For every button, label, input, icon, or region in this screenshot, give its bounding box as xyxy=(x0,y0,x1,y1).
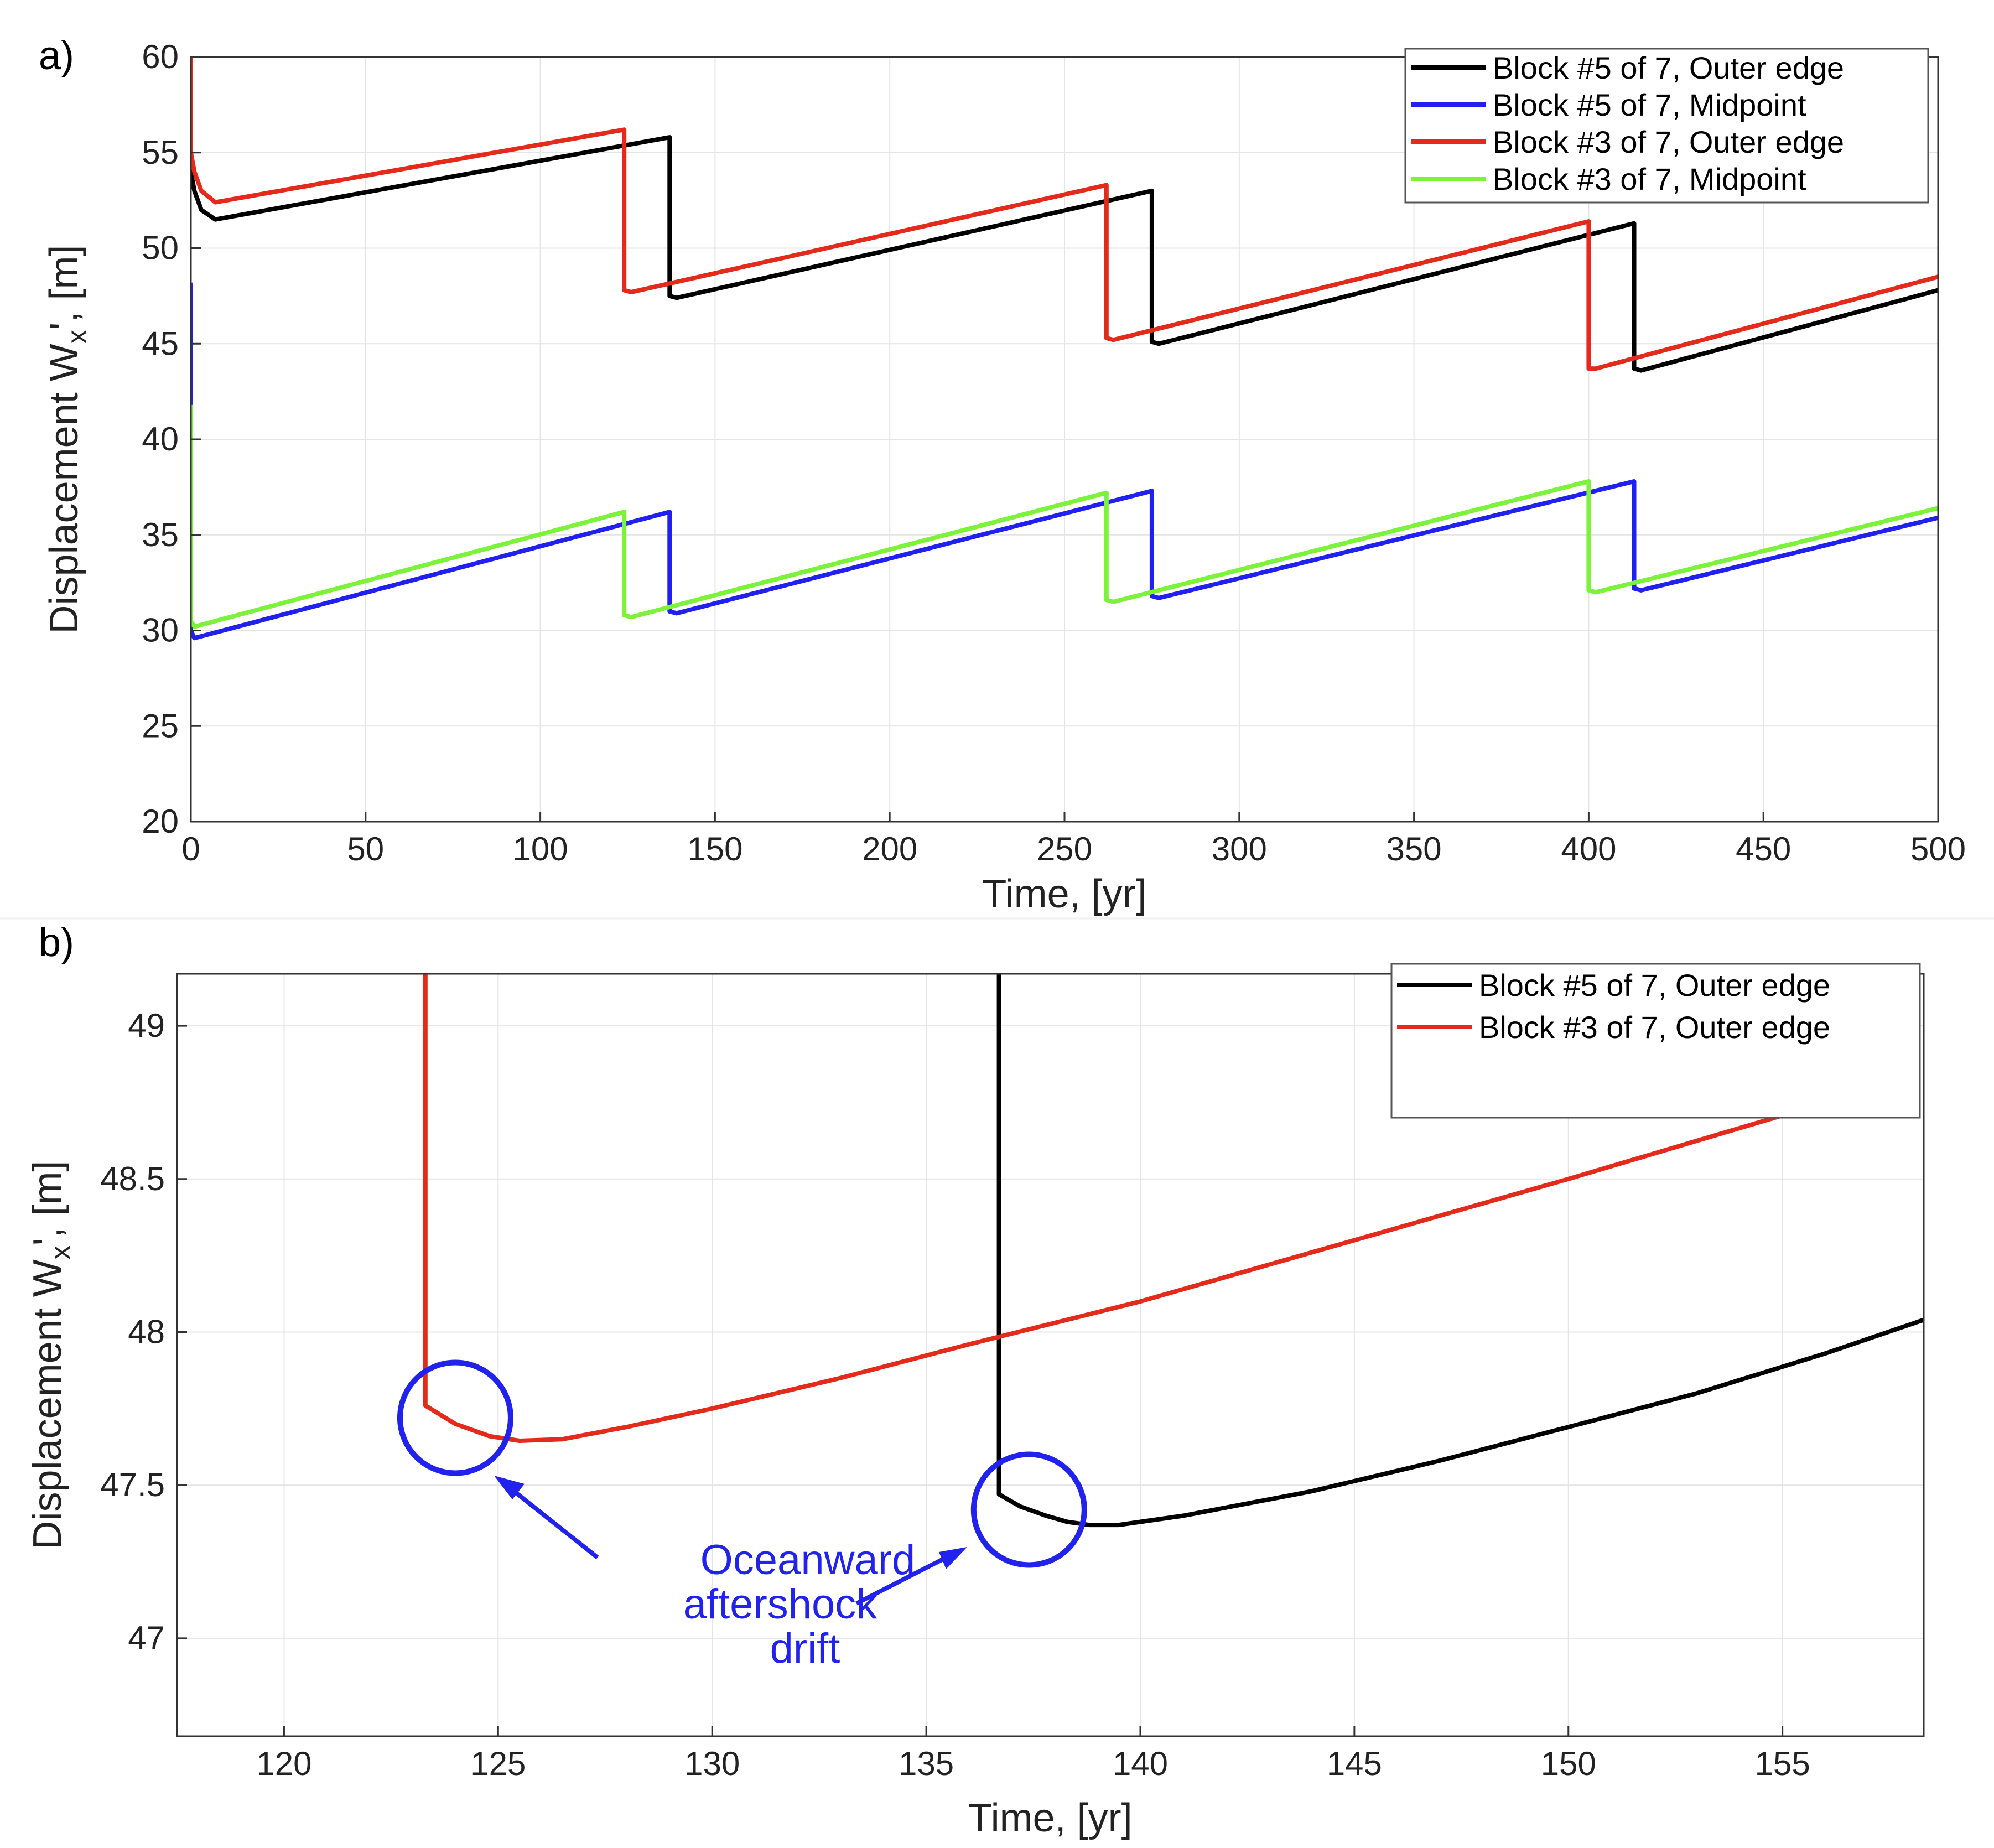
a-series-line-3 xyxy=(191,57,1938,371)
panel-a-y-axis-label: Displacement Wx', [m] xyxy=(42,245,92,634)
a-y-tick-label: 55 xyxy=(142,134,179,171)
panel-b-y-ticks: 47 47.5 48 48.5 49 xyxy=(100,1007,187,1657)
panel-a-legend-box xyxy=(1404,48,1929,204)
b-series-line-2 xyxy=(423,974,1796,1443)
a-x-tick-label: 250 xyxy=(1037,830,1092,868)
a-legend-label: Block #3 of 7, Midpoint xyxy=(1493,162,1806,196)
a-series-line-1 xyxy=(191,135,1938,373)
a-y-tick-label: 25 xyxy=(142,707,179,744)
panel-a-series xyxy=(191,57,1938,641)
b-x-tick-label: 140 xyxy=(1113,1745,1168,1782)
annotation-arrowhead-right xyxy=(939,1547,967,1569)
a-series-line-2 xyxy=(191,282,1938,641)
b-series-line-1 xyxy=(996,974,1924,1528)
a-y-tick-label: 45 xyxy=(142,325,179,362)
panel-b-legend-box xyxy=(1390,963,1921,1119)
a-x-tick-label: 450 xyxy=(1736,830,1791,868)
annotation-arrow-right xyxy=(855,1553,953,1606)
a-series-line-4 xyxy=(191,404,1938,629)
annotation-circle-1 xyxy=(397,1359,513,1476)
a-x-tick-label: 50 xyxy=(347,830,384,868)
a-x-tick-label: 150 xyxy=(687,830,742,868)
annotation-line-3: drift xyxy=(770,1625,840,1672)
panel-b-label: b) xyxy=(39,921,74,965)
panel-b-x-ticks: 120 125 130 135 140 145 150 155 xyxy=(256,1726,1810,1782)
b-x-tick-label: 135 xyxy=(899,1745,954,1782)
b-y-tick-label: 47.5 xyxy=(100,1466,165,1503)
annotation-arrow-left xyxy=(507,1485,599,1560)
panel-b-annotation: Oceanward aftershock drift xyxy=(397,1359,1087,1672)
a-y-tick-label: 35 xyxy=(142,516,179,553)
a-x-tick-label: 200 xyxy=(862,830,917,868)
a-y-tick-label: 60 xyxy=(142,38,179,75)
b-x-tick-label: 145 xyxy=(1327,1745,1382,1782)
annotation-line-2: aftershock xyxy=(683,1581,878,1628)
b-y-tick-label: 48 xyxy=(128,1313,165,1350)
b-x-tick-label: 150 xyxy=(1541,1745,1596,1782)
panel-b-series xyxy=(423,974,1924,1528)
b-x-tick-label: 120 xyxy=(256,1745,311,1782)
panel-a-y-ticks: 20 25 30 35 40 45 50 55 60 xyxy=(142,38,201,840)
panel-a-x-ticks: 0 50 100 150 200 250 300 350 400 450 500 xyxy=(181,812,1966,868)
a-x-tick-label: 400 xyxy=(1561,830,1616,868)
b-x-tick-label: 125 xyxy=(470,1745,526,1782)
a-x-tick-label: 350 xyxy=(1387,830,1442,868)
b-x-tick-label: 155 xyxy=(1755,1745,1810,1782)
b-y-tick-label: 47 xyxy=(128,1619,165,1657)
annotation-arrowhead-left xyxy=(494,1476,525,1499)
a-x-tick-label: 500 xyxy=(1910,830,1966,868)
b-y-tick-label: 49 xyxy=(128,1007,165,1044)
b-y-tick-label: 48.5 xyxy=(100,1160,165,1197)
b-legend-label: Block #5 of 7, Outer edge xyxy=(1479,968,1830,1003)
a-legend-label: Block #5 of 7, Outer edge xyxy=(1493,50,1844,85)
a-y-tick-label: 50 xyxy=(142,230,179,267)
a-legend-label: Block #3 of 7, Outer edge xyxy=(1493,124,1844,159)
b-x-tick-label: 130 xyxy=(684,1745,740,1782)
a-y-tick-label: 20 xyxy=(142,803,179,840)
panel-b: b) 120 125 130 135 140 145 150 155 47 47.5 48 48.5… xyxy=(25,921,1925,1840)
b-legend-label: Block #3 of 7, Outer edge xyxy=(1479,1010,1830,1045)
panel-b-x-axis-label: Time, [yr] xyxy=(968,1796,1132,1840)
a-x-tick-label: 300 xyxy=(1212,830,1267,868)
panel-b-y-axis-label: Displacement Wx', [m] xyxy=(25,1161,76,1550)
a-y-tick-label: 30 xyxy=(142,612,179,649)
a-legend-label: Block #5 of 7, Midpoint xyxy=(1493,87,1806,122)
annotation-line-1: Oceanward xyxy=(700,1536,916,1584)
panel-b-axes-frame xyxy=(176,973,1925,1737)
a-x-tick-label: 100 xyxy=(513,830,568,868)
panel-a: a) 0 50 100 150 200 250 300 350 400 450 500 20 25 30… xyxy=(39,34,1966,916)
panel-a-x-axis-label: Time, [yr] xyxy=(982,872,1146,916)
a-y-tick-label: 40 xyxy=(142,421,179,458)
panel-a-label: a) xyxy=(39,34,74,78)
panel-b-legend: Block #5 of 7, Outer edge Block #3 of 7, … xyxy=(1390,963,1921,1119)
annotation-circle-2 xyxy=(970,1451,1087,1568)
a-x-tick-label: 0 xyxy=(181,830,200,868)
